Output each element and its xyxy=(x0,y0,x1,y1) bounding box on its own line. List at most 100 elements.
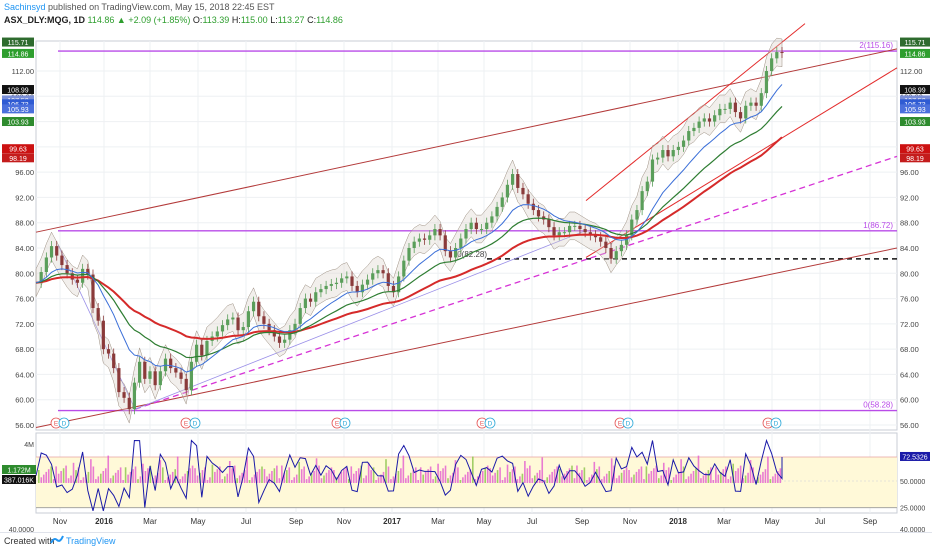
volume-bar xyxy=(623,470,625,483)
last-price: 114.86 xyxy=(87,15,115,25)
volume-bar xyxy=(407,475,410,483)
volume-bar xyxy=(72,462,75,483)
volume-bar xyxy=(749,460,752,483)
volume-bar xyxy=(422,474,424,483)
price-tag-left-label: 99.63 xyxy=(9,147,27,154)
y-tick-label-right: 88.00 xyxy=(900,219,919,228)
volume-bar xyxy=(434,476,437,483)
x-tick-label: Mar xyxy=(717,517,731,526)
volume-tag-label: 1.172M xyxy=(7,468,31,475)
earnings-marker-label: D xyxy=(62,421,67,428)
volume-bar xyxy=(576,465,578,483)
volume-bar xyxy=(650,471,653,483)
volume-bar xyxy=(437,463,439,483)
volume-bar xyxy=(181,476,184,483)
candle-body xyxy=(557,232,561,236)
candle-body xyxy=(567,225,572,233)
volume-bar xyxy=(142,463,144,483)
volume-bar xyxy=(261,466,263,483)
rsi-tick-left: 40.0000 xyxy=(9,527,34,532)
volume-bar xyxy=(571,465,573,483)
close-value: 114.86 xyxy=(316,15,343,25)
volume-bar xyxy=(613,465,615,483)
volume-bar xyxy=(162,467,164,483)
volume-bar xyxy=(700,478,702,483)
volume-bar xyxy=(209,477,211,483)
candle-body xyxy=(117,368,121,393)
volume-bar xyxy=(432,479,434,483)
candle-body xyxy=(262,316,266,324)
volume-bar xyxy=(578,472,581,483)
volume-bar xyxy=(298,461,300,483)
volume-bar xyxy=(228,461,231,483)
high-value: 115.00 xyxy=(240,15,268,25)
volume-bar xyxy=(268,473,271,483)
x-tick-label: Jul xyxy=(815,517,825,526)
volume-bar xyxy=(598,466,601,483)
candle-body xyxy=(293,323,297,331)
volume-bar xyxy=(295,474,298,483)
candle-body xyxy=(417,238,421,242)
volume-bar xyxy=(67,478,70,483)
x-tick-label: May xyxy=(764,517,779,526)
volume-bar xyxy=(752,467,754,483)
fib-level-label: 1(86.72) xyxy=(863,221,893,230)
price-tag-left-label: 114.86 xyxy=(8,51,29,58)
volume-bar xyxy=(449,475,452,483)
candle-body xyxy=(593,235,598,238)
candle-body xyxy=(381,270,385,274)
candle-body xyxy=(547,219,551,228)
volume-bar xyxy=(82,477,85,483)
ema-red-line xyxy=(35,136,783,340)
open-label: O: xyxy=(192,15,203,25)
rsi-line xyxy=(35,438,783,512)
volume-bar xyxy=(75,470,77,483)
price-chart[interactable]: 2(115.16)1(86.72)0(58.28)0(82.28)E D E D E D E… xyxy=(0,0,932,532)
publisher-name[interactable]: Sachinsyd xyxy=(4,2,46,12)
candle-body xyxy=(96,308,100,321)
volume-bar xyxy=(534,475,536,483)
candle-body xyxy=(764,71,769,94)
volume-bar xyxy=(536,472,539,483)
volume-bar xyxy=(219,466,221,483)
candle-body xyxy=(495,206,499,217)
volume-bar xyxy=(710,467,712,483)
volume-bar xyxy=(667,467,670,483)
y-tick-label-right: 92.00 xyxy=(900,193,919,202)
volume-bar xyxy=(586,480,588,483)
candle-body xyxy=(148,371,152,379)
rsi-tick-label: 40.0000 xyxy=(900,527,925,532)
volume-bar xyxy=(600,479,603,483)
candle-body xyxy=(599,237,603,242)
volume-bar xyxy=(65,465,67,483)
price-tag-right xyxy=(900,144,930,154)
volume-bar xyxy=(184,473,186,483)
candle-body xyxy=(562,232,567,234)
volume-bar xyxy=(100,473,102,483)
earnings-marker-label: D xyxy=(193,421,198,428)
candle-body xyxy=(231,317,235,320)
y-tick-label-right: 56.00 xyxy=(900,421,919,430)
y-tick-label-right: 64.00 xyxy=(900,370,919,379)
volume-bar xyxy=(231,468,234,483)
earnings-marker xyxy=(189,417,201,429)
candle-body xyxy=(308,298,313,302)
publisher-line: Sachinsyd published on TradingView.com, … xyxy=(4,2,275,12)
published-text: published on TradingView.com, May 15, 20… xyxy=(48,2,275,12)
brand-label[interactable]: TradingView xyxy=(66,536,116,546)
volume-bar xyxy=(538,470,541,483)
candle-body xyxy=(329,284,333,286)
price-tag-left-label: 108.99 xyxy=(7,88,29,95)
y-tick-label-left: 68.00 xyxy=(15,345,34,354)
price-tag-right xyxy=(900,37,930,47)
volume-bar xyxy=(281,465,283,483)
candle-body xyxy=(200,344,204,356)
volume-bar xyxy=(464,474,467,483)
volume-bar xyxy=(251,477,253,483)
volume-bar xyxy=(238,475,241,483)
volume-bar xyxy=(454,460,457,483)
price-tag-left xyxy=(2,153,34,163)
rsi-tick-label: 50.0000 xyxy=(900,479,925,486)
symbol-label[interactable]: ASX_DLY:MQG, 1D xyxy=(4,15,86,25)
volume-bar xyxy=(524,461,526,483)
